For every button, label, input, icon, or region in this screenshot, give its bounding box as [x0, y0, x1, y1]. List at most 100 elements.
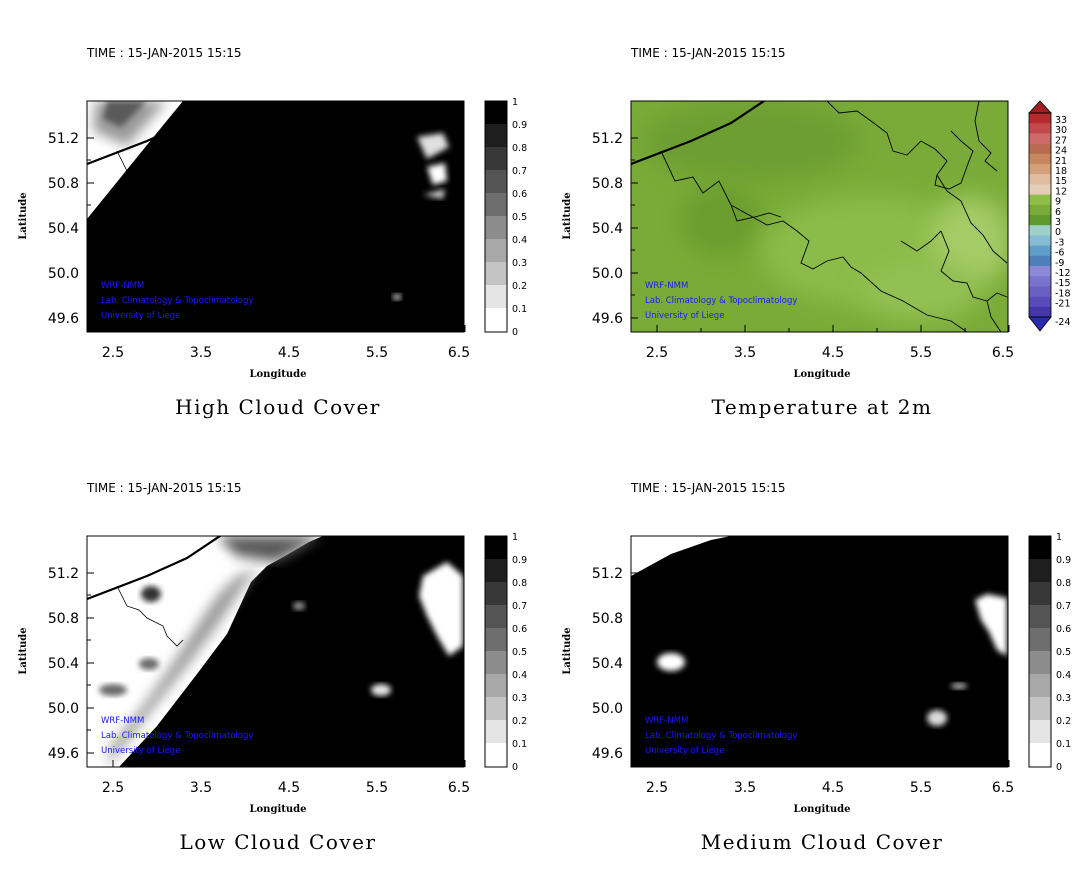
panel-title: Low Cloud Cover	[179, 830, 376, 854]
border-line	[660, 150, 968, 332]
colorbar-bin	[1029, 266, 1051, 277]
border-line	[730, 204, 782, 222]
colorbar-label: 33	[1055, 115, 1067, 126]
colorbar-label: -18	[1055, 288, 1071, 299]
colorbar-bin	[485, 720, 507, 743]
colorbar-label: 0.7	[512, 601, 527, 612]
colorbar-label: -6	[1055, 248, 1064, 259]
y-tick-label: 50.0	[48, 701, 79, 717]
colorbar-label: 0	[512, 327, 518, 338]
temperature-patch-darker	[641, 101, 861, 181]
clear-area-east	[975, 594, 1007, 656]
panel-title: Temperature at 2m	[712, 395, 933, 419]
border-line	[116, 585, 184, 647]
y-tick-label: 49.6	[592, 746, 623, 762]
x-tick-label: 2.5	[646, 345, 668, 361]
time-label: TIME : 15-JAN-2015 15:15	[630, 481, 786, 495]
colorbar-label: 0.2	[512, 716, 527, 727]
credit-university: University of Liege	[101, 746, 180, 756]
x-tick-label: 4.5	[278, 780, 300, 796]
panel-medium-cloud-cover: TIME : 15-JAN-2015 15:15 1 0.9 0.8 0.7	[562, 481, 1071, 854]
colorbar-label: 0.1	[1056, 739, 1071, 750]
clear-patch-west	[657, 653, 685, 671]
y-tick-label: 50.0	[592, 266, 623, 282]
x-tick-label: 6.5	[448, 780, 470, 796]
x-tick-label: 5.5	[366, 345, 388, 361]
x-tick-label: 5.5	[910, 345, 932, 361]
y-tick-label: 50.0	[592, 701, 623, 717]
colorbar-label: -12	[1055, 268, 1071, 279]
colorbar-bin	[485, 559, 507, 582]
colorbar-bin	[1029, 306, 1051, 318]
colorbar-bin	[485, 101, 507, 124]
colorbar-label: 0.2	[512, 281, 527, 292]
border-line	[826, 101, 1008, 264]
colorbar-bin	[1029, 743, 1051, 767]
cloud-patch-nw	[141, 586, 161, 602]
colorbar-bin	[1029, 276, 1051, 287]
colorbar: 1 0.9 0.8 0.7 0.6 0.5 0.4 0.3 0.2 0.1 0	[484, 532, 527, 773]
colorbar-bin	[1029, 194, 1051, 206]
coastline	[631, 101, 766, 166]
colorbar-label: 0.5	[512, 212, 527, 223]
time-label: TIME : 15-JAN-2015 15:15	[630, 46, 786, 60]
colorbar-bin	[1029, 164, 1051, 175]
map-area	[87, 536, 464, 767]
y-axis-label: Latitude	[562, 627, 573, 674]
credit-lab: Lab. Climatology & Topoclimatology	[101, 296, 253, 306]
y-tick-label: 50.4	[48, 221, 79, 237]
x-tick-label: 2.5	[646, 780, 668, 796]
colorbar-label: 0.9	[1056, 555, 1071, 566]
colorbar-label: 3	[1055, 217, 1061, 228]
colorbar-bin	[485, 170, 507, 193]
clear-area-east	[419, 562, 463, 656]
y-tick-label: 50.8	[592, 176, 623, 192]
colorbar-bin	[485, 674, 507, 697]
colorbar-bin	[485, 536, 507, 559]
y-axis-label: Latitude	[18, 627, 29, 674]
colorbar-bin	[485, 605, 507, 628]
x-tick-label: 6.5	[992, 780, 1014, 796]
colorbar-bin	[1029, 628, 1051, 651]
credit-model: WRF-NMM	[101, 281, 144, 291]
credit-university: University of Liege	[101, 311, 180, 321]
time-label: TIME : 15-JAN-2015 15:15	[86, 46, 242, 60]
x-tick-label: 3.5	[190, 780, 212, 796]
colorbar-label: 27	[1055, 135, 1067, 146]
colorbar-bin	[1029, 559, 1051, 582]
panel-low-cloud-cover: TIME : 15-JAN-2015 15:15	[18, 481, 527, 854]
y-tick-label: 49.6	[48, 311, 79, 327]
map-frame	[86, 100, 465, 333]
border-line	[934, 130, 974, 190]
colorbar-bin	[1029, 651, 1051, 674]
colorbar-label: 0	[1055, 227, 1061, 238]
colorbar-label: -3	[1055, 237, 1064, 248]
credit-university: University of Liege	[645, 746, 724, 756]
colorbar-label: 24	[1055, 146, 1067, 157]
colorbar-frame	[484, 535, 508, 768]
colorbar-label: 0.6	[512, 624, 527, 635]
colorbar-frame	[1028, 112, 1052, 318]
colorbar: 33 30 27 24 21 18 15 12 9 6 3 0 -3 -6 -9…	[1028, 100, 1071, 332]
x-tick-label: 2.5	[102, 345, 124, 361]
colorbar-bins	[1029, 113, 1051, 318]
map-area	[87, 101, 464, 332]
colorbar-bin	[485, 582, 507, 605]
x-tick-label: 6.5	[992, 345, 1014, 361]
axis-ticks	[87, 137, 466, 332]
y-tick-label: 51.2	[48, 131, 79, 147]
time-label: TIME : 15-JAN-2015 15:15	[86, 481, 242, 495]
colorbar-bin	[1029, 245, 1051, 257]
colorbar-bin	[485, 216, 507, 239]
clear-patch-center	[293, 602, 305, 610]
temperature-patch-lighter	[931, 196, 1008, 286]
colorbar-bin	[1029, 133, 1051, 144]
colorbar-bottom-arrow	[1028, 316, 1052, 332]
colorbar-label: 0.9	[512, 555, 527, 566]
colorbar-label: 1	[512, 532, 518, 543]
y-tick-label: 50.4	[48, 656, 79, 672]
cloud-patch-sw	[139, 658, 159, 670]
colorbar-label: 0.5	[1056, 647, 1071, 658]
colorbar-label: 1	[1056, 532, 1062, 543]
y-axis-label: Latitude	[18, 192, 29, 239]
